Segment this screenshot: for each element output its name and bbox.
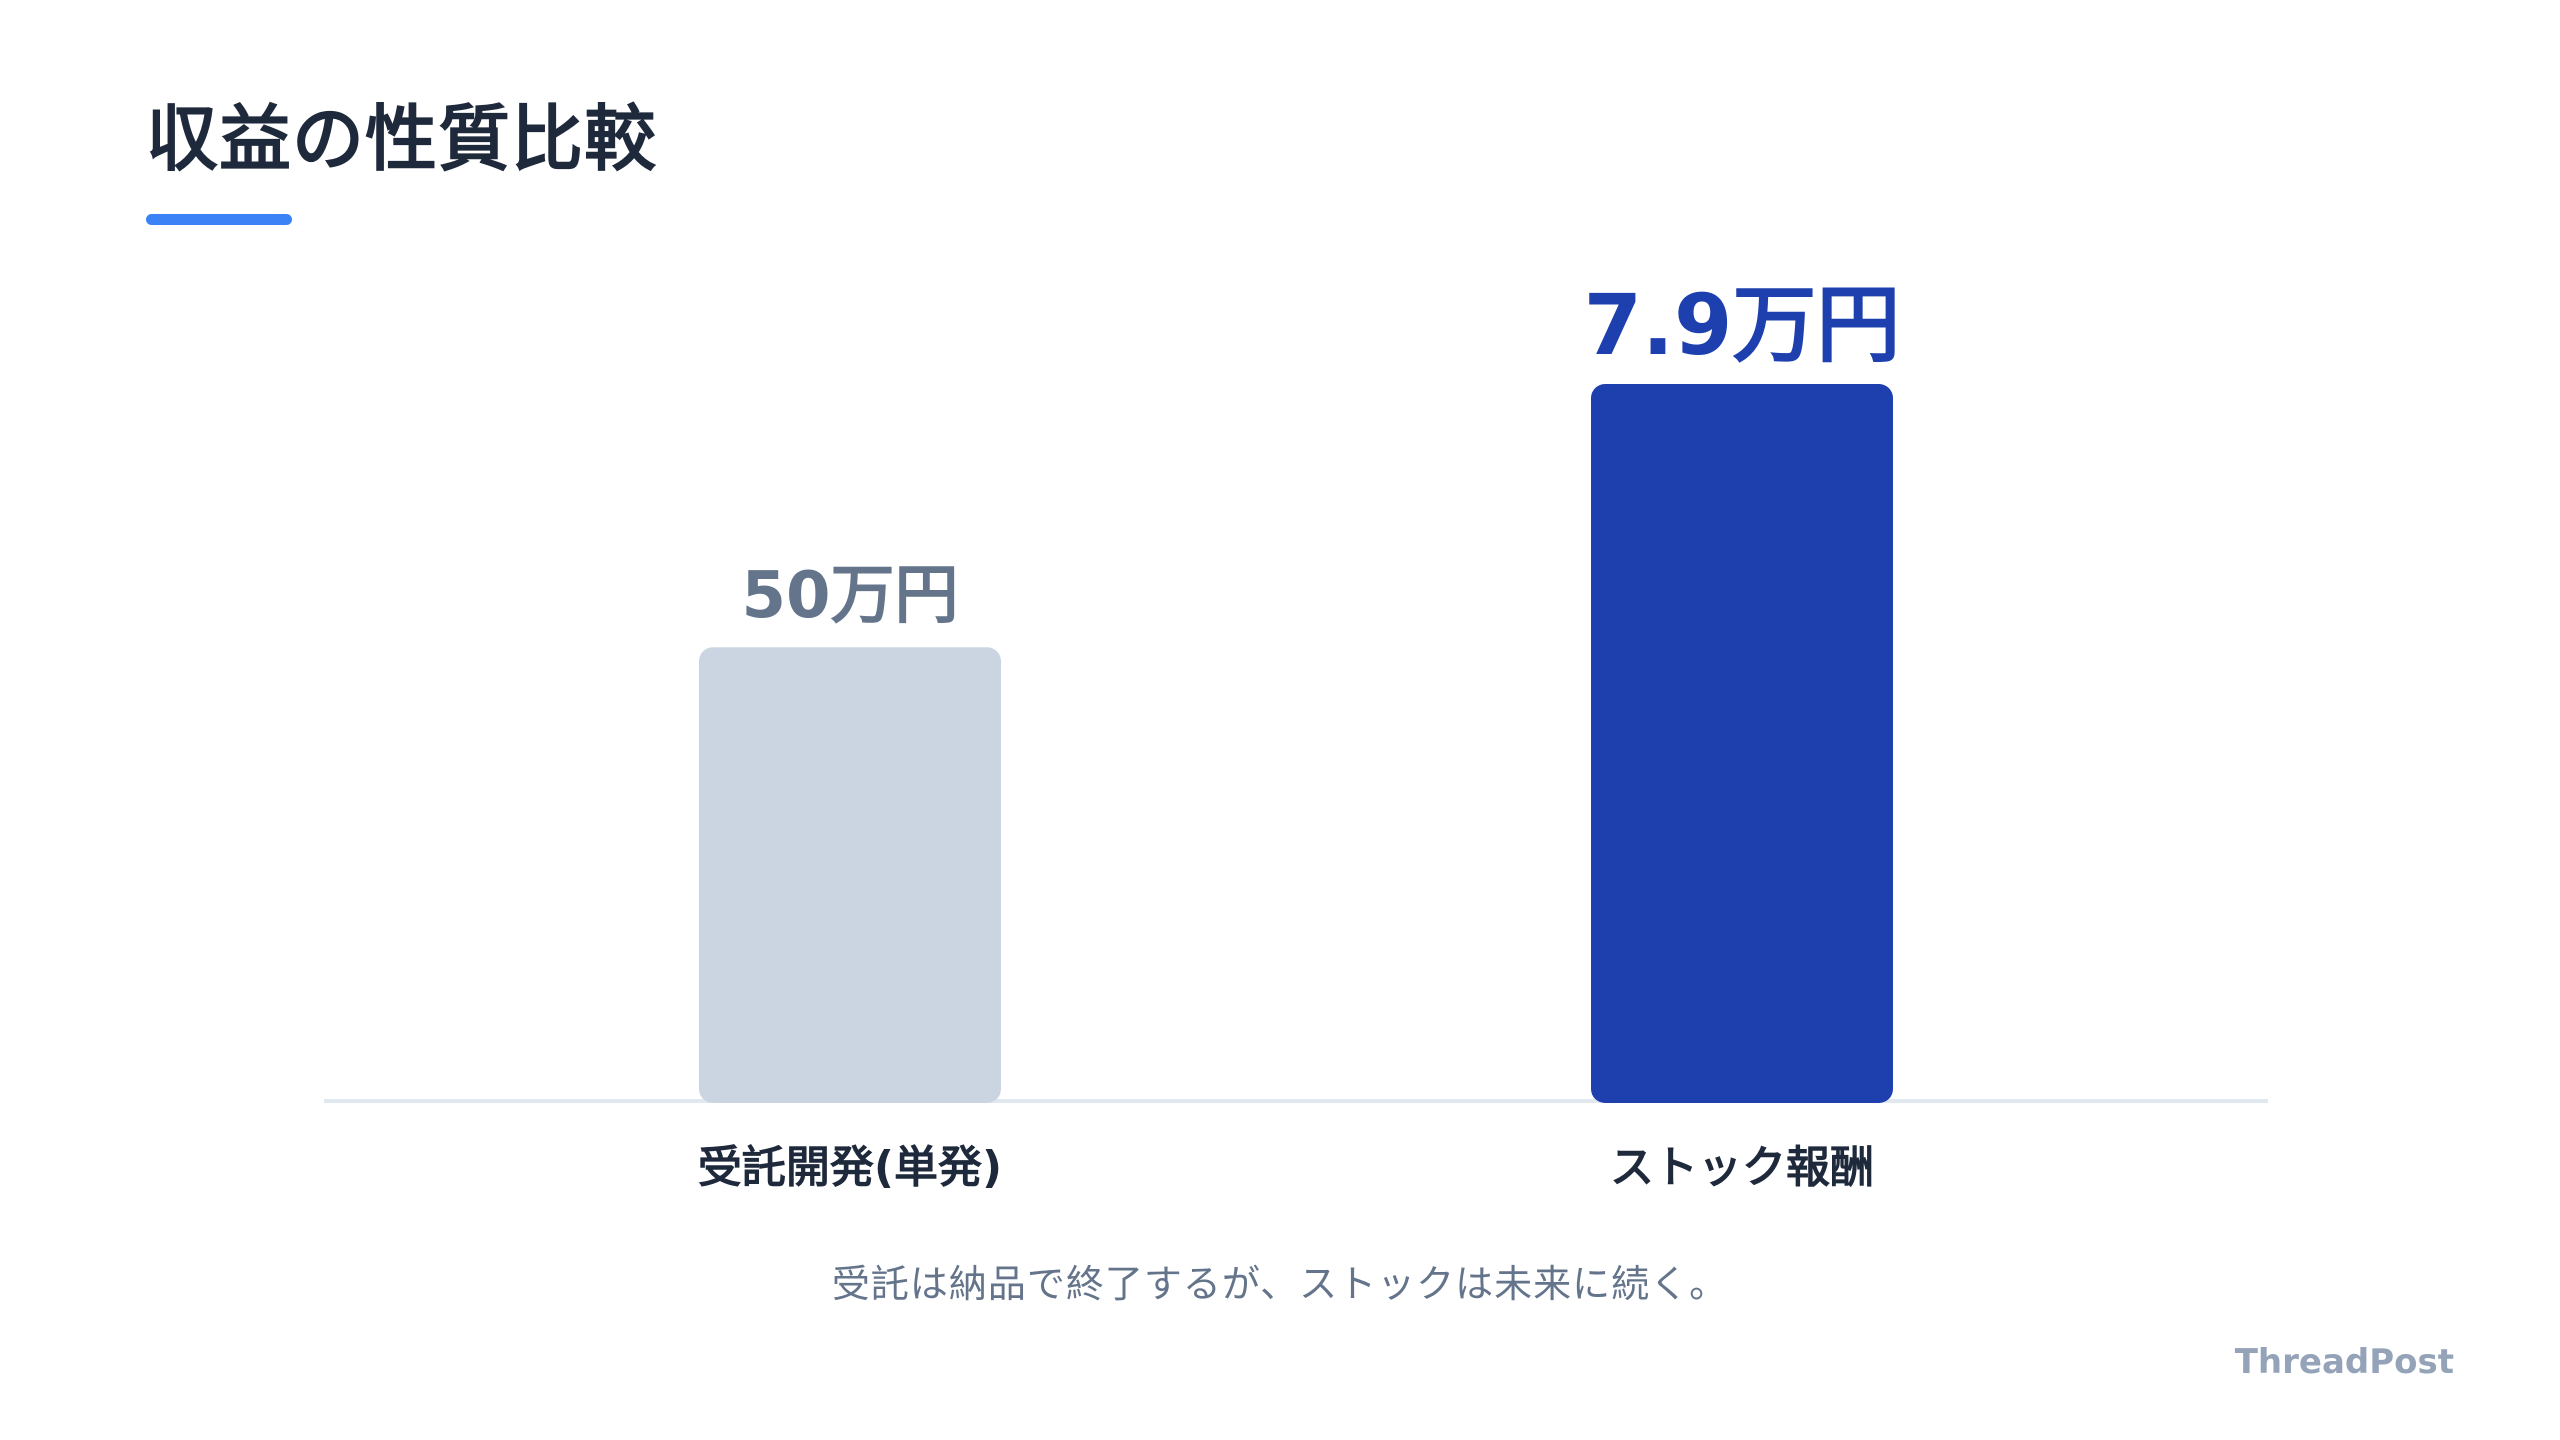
category-label-2: ストック報酬: [1610, 1142, 1874, 1193]
bar-value-label-2: 7.9万円: [1584, 276, 1901, 374]
title-underline: [146, 214, 292, 225]
brand-logo-text: ThreadPost: [2234, 1342, 2454, 1382]
category-label-1: 受託開発(単発): [698, 1142, 1002, 1193]
bar-1: [699, 647, 1001, 1103]
bar-value-label-1: 50万円: [741, 559, 958, 633]
bar-2: [1591, 384, 1893, 1103]
chart-caption: 受託は納品で終了するが、ストックは未来に続く。: [831, 1262, 1729, 1306]
page-title: 収益の性質比較: [146, 97, 658, 181]
